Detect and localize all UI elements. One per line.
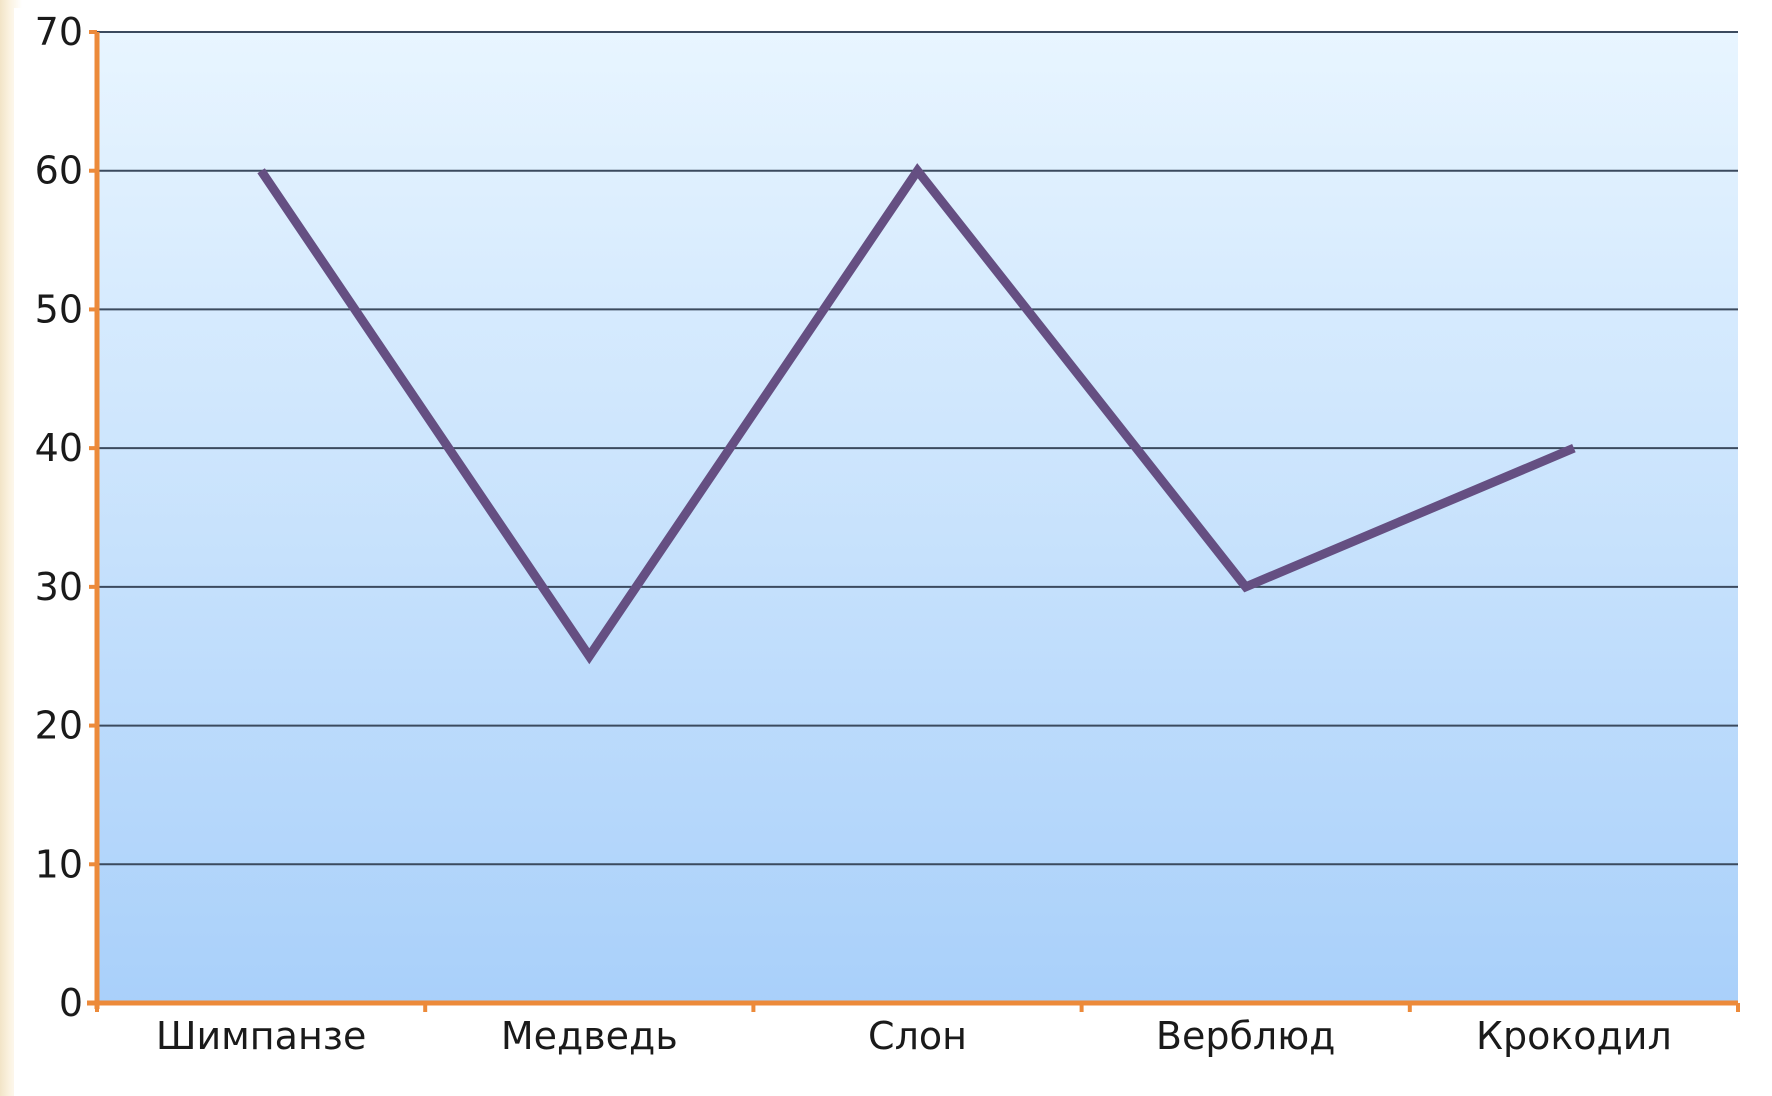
axes bbox=[87, 32, 1738, 1009]
y-tick-label: 20 bbox=[35, 704, 83, 748]
y-tick-label: 10 bbox=[35, 842, 83, 886]
y-tick-label: 70 bbox=[35, 10, 83, 54]
x-tick-label: Шимпанзе bbox=[156, 1014, 367, 1058]
x-tick-label: Крокодил bbox=[1476, 1014, 1672, 1058]
x-tick-label: Слон bbox=[868, 1014, 967, 1058]
y-tick-label: 30 bbox=[35, 565, 83, 609]
y-tick-label: 0 bbox=[59, 981, 83, 1025]
series-group bbox=[257, 163, 1576, 665]
data-point bbox=[1573, 447, 1575, 449]
y-tick-label: 50 bbox=[35, 287, 83, 331]
y-axis-ticks: 0 10 20 30 40 50 60 70 bbox=[35, 10, 97, 1025]
y-tick-label: 60 bbox=[35, 149, 83, 193]
y-tick-label: 40 bbox=[35, 426, 83, 470]
data-point bbox=[260, 170, 262, 172]
data-point bbox=[1245, 586, 1247, 588]
x-tick-label: Верблюд bbox=[1156, 1014, 1336, 1058]
gridlines bbox=[97, 31, 1738, 866]
plot-area bbox=[97, 32, 1738, 1003]
data-point bbox=[588, 655, 590, 657]
x-tick-label: Медведь bbox=[501, 1014, 678, 1058]
data-point bbox=[917, 170, 918, 172]
x-axis-ticks: Шимпанзе Медведь Слон Верблюд Крокодил bbox=[95, 1003, 1740, 1058]
